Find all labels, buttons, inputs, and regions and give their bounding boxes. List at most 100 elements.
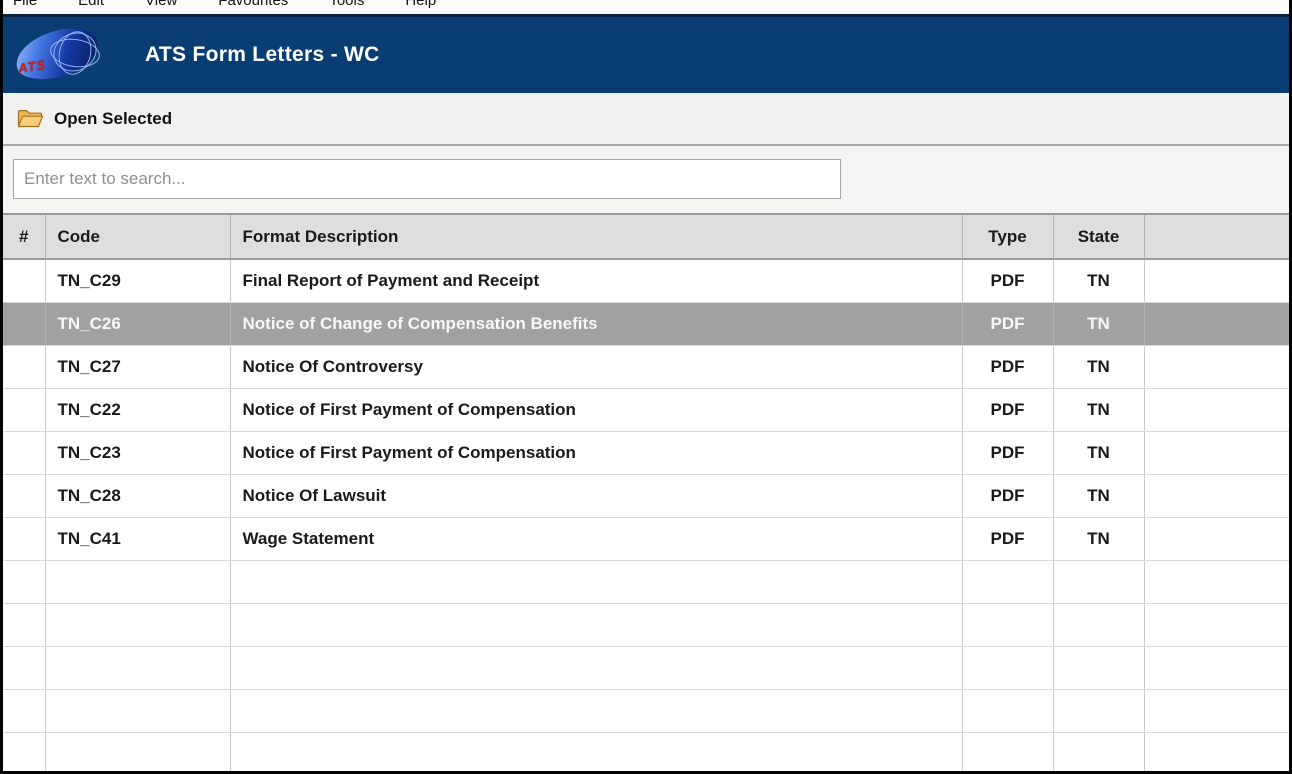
cell-code [45, 603, 231, 647]
cell-state: TN [1053, 259, 1145, 303]
menu-items: File Edit View Favourites Tools Help [13, 0, 477, 10]
cell-blank [1144, 560, 1289, 604]
form-letters-grid: # Code Format Description Type State TN_… [3, 213, 1289, 771]
cell-number [3, 474, 46, 518]
cell-type: PDF [962, 474, 1054, 518]
cell-code: TN_C22 [45, 388, 231, 432]
search-area [3, 146, 1289, 213]
column-header-format-description[interactable]: Format Description [230, 215, 963, 260]
cell-state: TN [1053, 431, 1145, 475]
cell-description [230, 603, 963, 647]
cell-type [962, 689, 1054, 733]
cell-code [45, 732, 231, 771]
cell-code [45, 560, 231, 604]
cell-code: TN_C27 [45, 345, 231, 389]
column-header-code[interactable]: Code [45, 215, 231, 260]
page-title: ATS Form Letters - WC [145, 43, 380, 66]
table-row[interactable]: TN_C23 Notice of First Payment of Compen… [3, 431, 1289, 475]
table-body: TN_C29 Final Report of Payment and Recei… [3, 259, 1289, 771]
cell-description: Final Report of Payment and Receipt [230, 259, 963, 303]
cell-number [3, 388, 46, 432]
cell-type: PDF [962, 388, 1054, 432]
table-row[interactable]: TN_C27 Notice Of Controversy PDF TN [3, 345, 1289, 389]
cell-description: Wage Statement [230, 517, 963, 561]
cell-description [230, 560, 963, 604]
cell-description: Notice of First Payment of Compensation [230, 431, 963, 475]
cell-state [1053, 603, 1145, 647]
cell-type [962, 603, 1054, 647]
open-selected-label: Open Selected [54, 108, 173, 128]
cell-blank [1144, 517, 1289, 561]
title-bar-top-edge [3, 14, 1289, 17]
cell-code: TN_C23 [45, 431, 231, 475]
cell-state: TN [1053, 345, 1145, 389]
cell-state: TN [1053, 388, 1145, 432]
title-bar: ATS ATS Form Letters - WC [3, 17, 1289, 93]
cell-state: TN [1053, 474, 1145, 518]
cell-code: TN_C41 [45, 517, 231, 561]
cell-number [3, 732, 46, 771]
cell-type: PDF [962, 431, 1054, 475]
table-header-row: # Code Format Description Type State [3, 215, 1289, 260]
cell-blank [1144, 431, 1289, 475]
table-row[interactable]: TN_C22 Notice of First Payment of Compen… [3, 388, 1289, 432]
cell-blank [1144, 646, 1289, 690]
menu-item-help[interactable]: Help [405, 0, 437, 9]
cell-state [1053, 732, 1145, 771]
browser-menu-bar: File Edit View Favourites Tools Help [3, 0, 1289, 14]
open-selected-button[interactable]: Open Selected [17, 108, 172, 130]
menu-item-tools[interactable]: Tools [329, 0, 365, 9]
cell-blank [1144, 474, 1289, 518]
cell-blank [1144, 345, 1289, 389]
cell-code: TN_C26 [45, 302, 231, 346]
column-header-state[interactable]: State [1053, 215, 1145, 260]
table-row[interactable]: TN_C41 Wage Statement PDF TN [3, 517, 1289, 561]
cell-description [230, 689, 963, 733]
cell-blank [1144, 388, 1289, 432]
table-row[interactable]: TN_C29 Final Report of Payment and Recei… [3, 259, 1289, 303]
cell-number [3, 517, 46, 561]
cell-type [962, 732, 1054, 771]
cell-code [45, 646, 231, 690]
cell-type: PDF [962, 259, 1054, 303]
toolbar: Open Selected [3, 93, 1289, 144]
column-header-type[interactable]: Type [962, 215, 1054, 260]
table-row-empty [3, 603, 1289, 647]
cell-state [1053, 560, 1145, 604]
column-header-blank [1144, 215, 1289, 260]
cell-number [3, 646, 46, 690]
cell-type [962, 646, 1054, 690]
column-header-number[interactable]: # [3, 215, 46, 260]
cell-description: Notice Of Lawsuit [230, 474, 963, 518]
cell-blank [1144, 603, 1289, 647]
toolbar-separator [3, 144, 1289, 146]
ats-logo-icon: ATS [13, 23, 105, 87]
cell-number [3, 302, 46, 346]
cell-description: Notice Of Controversy [230, 345, 963, 389]
cell-blank [1144, 732, 1289, 771]
cell-state [1053, 646, 1145, 690]
cell-state [1053, 689, 1145, 733]
table-row[interactable]: TN_C26 Notice of Change of Compensation … [3, 302, 1289, 346]
table-row[interactable]: TN_C28 Notice Of Lawsuit PDF TN [3, 474, 1289, 518]
cell-type [962, 560, 1054, 604]
menu-item-file[interactable]: File [13, 0, 38, 9]
cell-description [230, 646, 963, 690]
cell-state: TN [1053, 302, 1145, 346]
cell-type: PDF [962, 517, 1054, 561]
menu-item-view[interactable]: View [145, 0, 178, 9]
table-row-empty [3, 560, 1289, 604]
menu-item-edit[interactable]: Edit [78, 0, 105, 9]
menu-item-favourites[interactable]: Favourites [218, 0, 289, 9]
cell-description: Notice of First Payment of Compensation [230, 388, 963, 432]
cell-code: TN_C29 [45, 259, 231, 303]
cell-type: PDF [962, 345, 1054, 389]
cell-state: TN [1053, 517, 1145, 561]
table-row-empty [3, 689, 1289, 733]
cell-number [3, 431, 46, 475]
cell-code: TN_C28 [45, 474, 231, 518]
table-row-empty [3, 732, 1289, 771]
cell-number [3, 603, 46, 647]
search-input[interactable] [13, 159, 841, 199]
